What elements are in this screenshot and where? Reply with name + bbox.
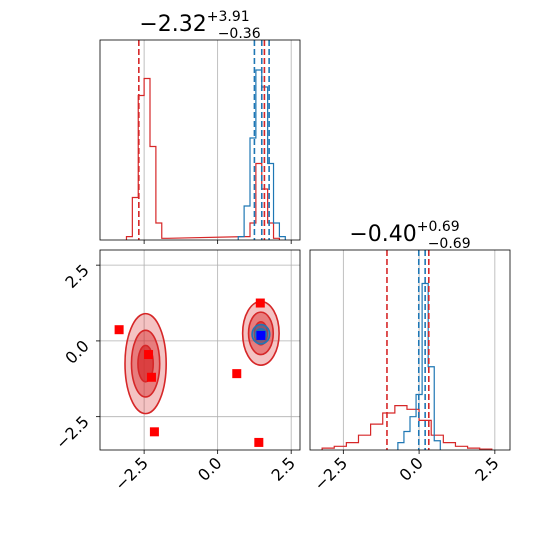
joint-panel: −2.5 0.0 2.5 −2.5 0.0 2.5 [52, 249, 301, 494]
x-tick-label: 2.5 [471, 453, 502, 484]
marker-red [114, 325, 124, 335]
histogram-red [321, 405, 493, 450]
marginal-panel-1: −2.32+3.91 −0.36 [99, 9, 301, 244]
axes-frame [309, 249, 511, 451]
panel-title: −2.32+3.91 −0.36 [139, 9, 260, 42]
axes-frame [99, 249, 301, 451]
histogram-red [125, 77, 281, 240]
marker-red [255, 298, 265, 308]
x-tick-label: 0.0 [395, 453, 426, 484]
x-tick-label: 0.0 [194, 453, 225, 484]
marker-red [254, 437, 264, 447]
y-tick-label: 2.5 [61, 261, 92, 292]
y-tick-label: 0.0 [61, 336, 92, 367]
marker-red [144, 350, 154, 360]
panel-title: −0.40+0.69 −0.69 [349, 219, 470, 252]
x-tick-label: −2.5 [111, 453, 152, 494]
x-tick-label: −2.5 [310, 453, 351, 494]
x-tick-label: 2.5 [268, 453, 299, 484]
marker-red [146, 372, 156, 382]
marker-red [232, 369, 242, 379]
marker-blue [256, 330, 266, 340]
axes-frame [99, 39, 301, 241]
y-tick-label: −2.5 [52, 412, 93, 453]
marker-red [149, 427, 159, 437]
marginal-panel-2: −2.5 0.0 2.5 −0.40+0.69 −0.69 [309, 219, 511, 494]
